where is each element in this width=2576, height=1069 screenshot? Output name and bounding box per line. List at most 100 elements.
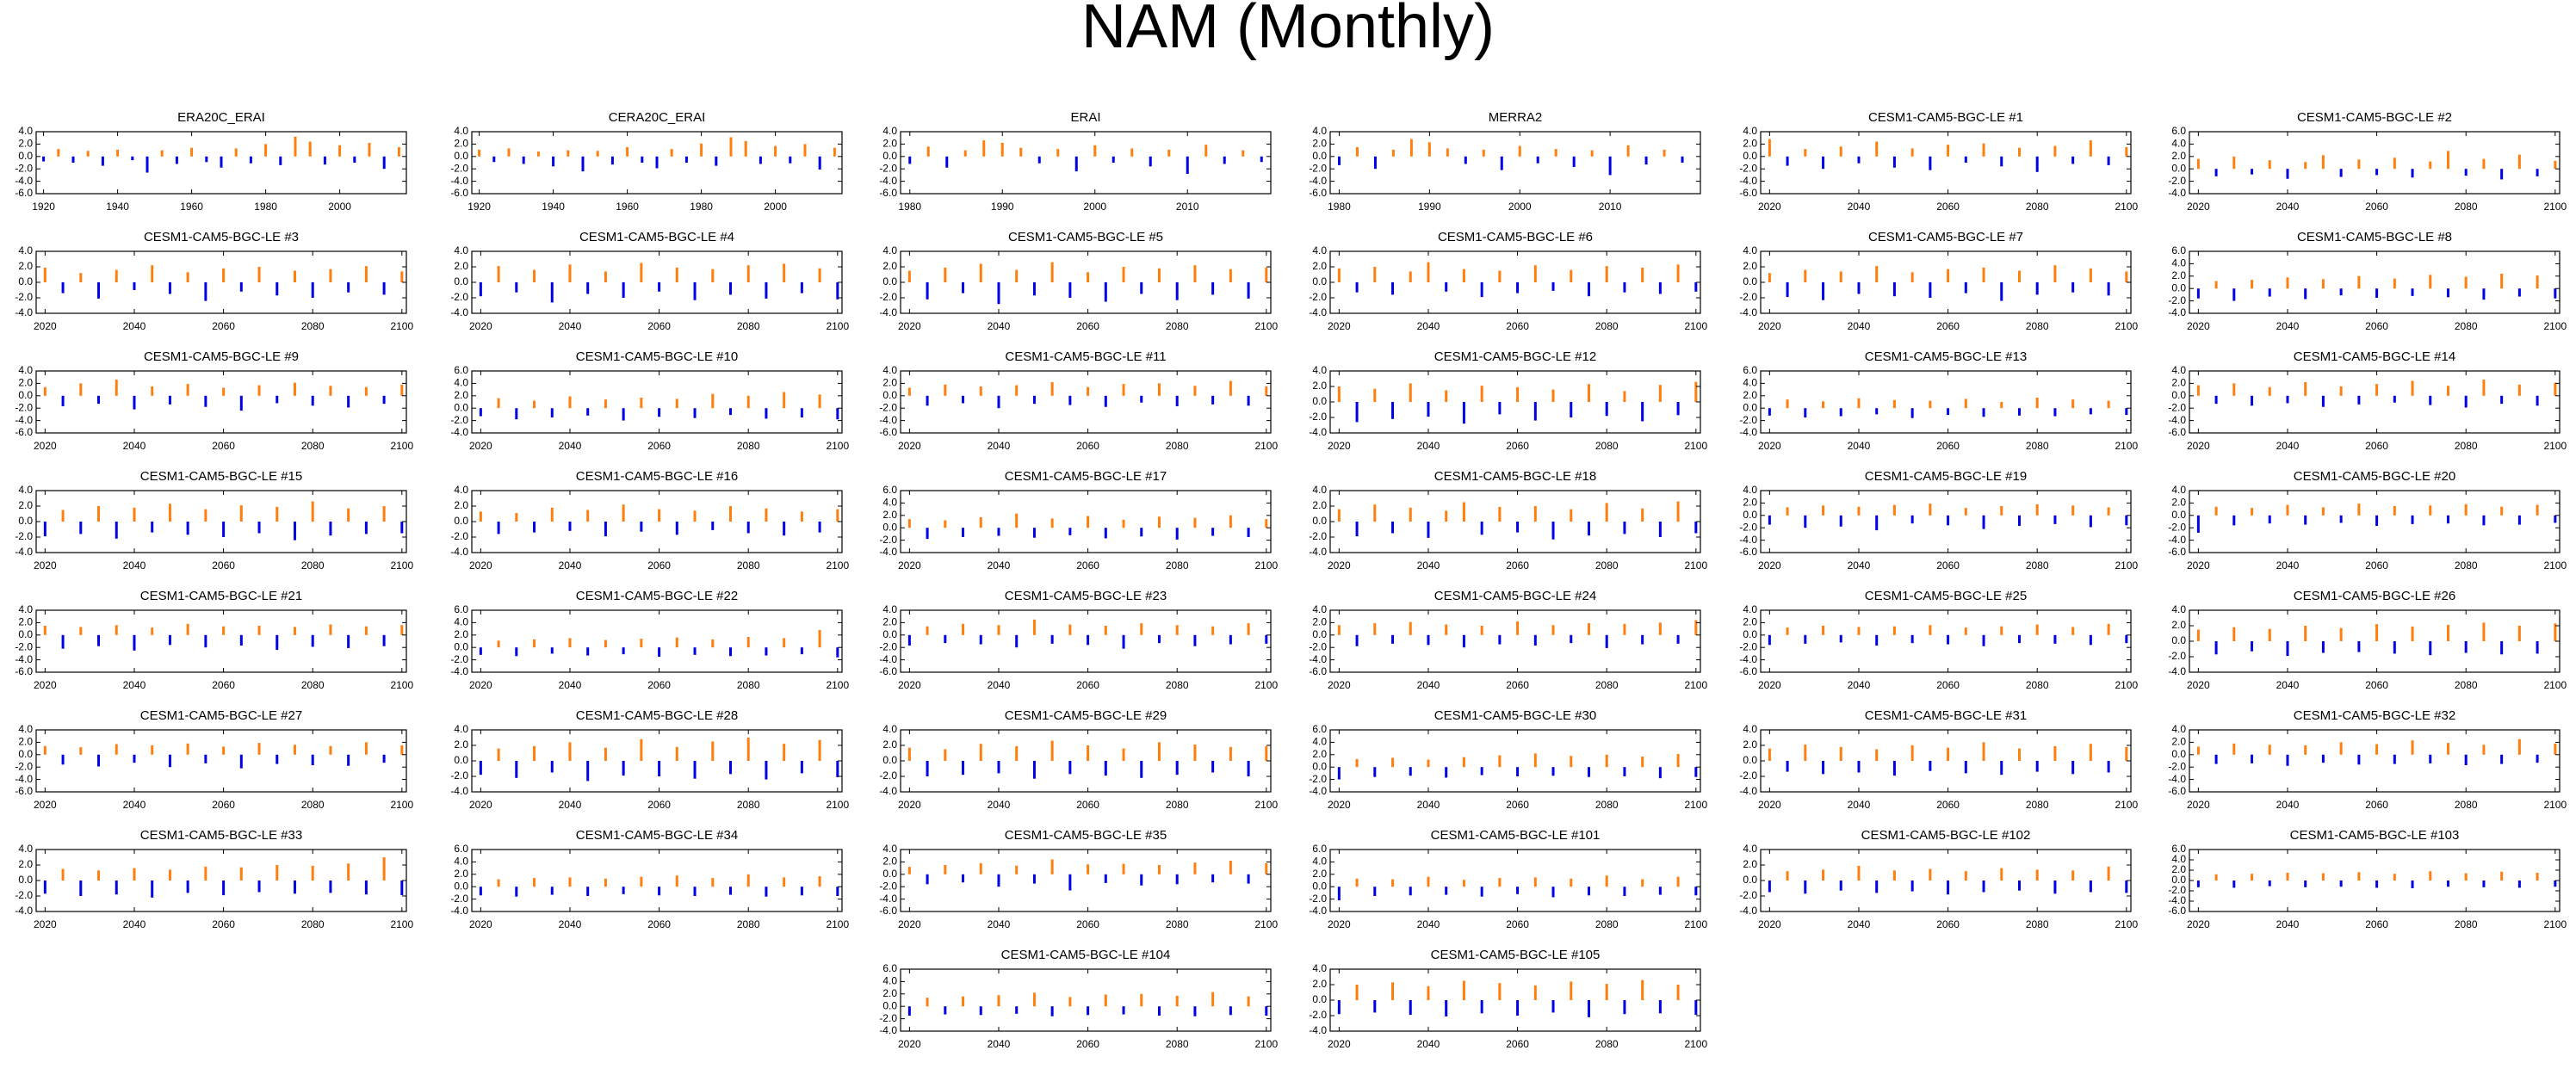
plot-frame — [900, 250, 1272, 314]
y-tick-label: 4.0 — [1312, 484, 1327, 496]
x-tick-label: 2060 — [212, 918, 235, 930]
x-tick-label: 2040 — [123, 918, 146, 930]
y-tick-label: 2.0 — [1312, 616, 1327, 628]
x-tick-label: 2080 — [2026, 201, 2049, 213]
y-tick-label: -4.0 — [15, 414, 33, 426]
y-tick-label: 0.0 — [2171, 874, 2186, 886]
panel-title: CESM1-CAM5-BGC-LE #12 — [1434, 349, 1596, 364]
y-tick-label: 6.0 — [1312, 723, 1327, 735]
y-tick-label: -2.0 — [450, 653, 468, 665]
x-tick-label: 1980 — [690, 201, 713, 213]
y-tick-label: 4.0 — [1743, 723, 1757, 735]
y-tick-label: -4.0 — [2168, 534, 2186, 546]
y-tick-label: 2.0 — [1312, 978, 1327, 990]
x-tick-label: 2020 — [1328, 320, 1351, 332]
panel: CESM1-CAM5-BGC-LE #30 -4.0-2.00.02.04.06.… — [1309, 708, 1707, 811]
y-tick-label: -4.0 — [450, 905, 468, 917]
plot-frame — [471, 370, 843, 434]
y-tick-label: -2.0 — [1309, 411, 1327, 423]
x-tick-label: 2020 — [898, 320, 921, 332]
y-tick-label: 0.0 — [882, 389, 897, 401]
panel: CESM1-CAM5-BGC-LE #6 -4.0 -2.0 0.0 2.0 4.0 202… — [1309, 230, 1707, 332]
x-tick-label: 2080 — [1166, 799, 1189, 811]
y-tick-label: 6.0 — [1743, 364, 1757, 376]
x-tick-label: 2060 — [647, 799, 671, 811]
y-tick-label: -4.0 — [1309, 546, 1327, 558]
plot-frame — [1329, 250, 1701, 314]
plot-frame — [1760, 370, 2132, 434]
x-tick-label: 2020 — [34, 679, 57, 691]
x-tick-label: 2060 — [2365, 320, 2388, 332]
x-tick-label: 2020 — [2187, 201, 2210, 213]
y-tick-label: 0.0 — [1743, 509, 1757, 521]
plot-frame — [900, 968, 1272, 1032]
x-tick-label: 2080 — [737, 559, 760, 572]
figure-title: NAM (Monthly) — [1081, 0, 1495, 61]
y-tick-label: -4.0 — [1309, 785, 1327, 797]
y-tick-label: 2.0 — [2171, 497, 2186, 509]
y-tick-label: -6.0 — [879, 187, 897, 199]
y-tick-label: -2.0 — [1309, 773, 1327, 785]
y-tick-label: 6.0 — [454, 843, 468, 855]
x-tick-label: 2040 — [559, 799, 582, 811]
x-tick-label: 2060 — [212, 679, 235, 691]
x-tick-label: 2020 — [898, 799, 921, 811]
y-tick-label: 0.0 — [1743, 150, 1757, 162]
x-tick-label: 2080 — [1595, 559, 1619, 572]
x-tick-label: 2040 — [2276, 679, 2300, 691]
x-tick-label: 2020 — [1328, 559, 1351, 572]
y-tick-label: 2.0 — [454, 628, 468, 640]
y-tick-label: -4.0 — [15, 773, 33, 785]
x-tick-label: 2040 — [1417, 559, 1440, 572]
y-tick-label: 2.0 — [1312, 380, 1327, 392]
panel: CESM1-CAM5-BGC-LE #22 -4.0-2.00.02.04.06.… — [450, 589, 849, 691]
y-tick-label: 2.0 — [1743, 260, 1757, 272]
x-tick-label: 1940 — [542, 201, 565, 213]
x-tick-label: 2080 — [2455, 799, 2478, 811]
y-tick-label: 2.0 — [454, 499, 468, 511]
y-tick-label: -2.0 — [879, 162, 897, 174]
x-tick-label: 2020 — [469, 320, 492, 332]
x-tick-label: 2100 — [2115, 320, 2138, 332]
x-tick-label: 2100 — [1684, 799, 1707, 811]
plot-frame — [900, 849, 1272, 912]
x-tick-label: 2060 — [647, 559, 671, 572]
y-tick-label: 0.0 — [2171, 748, 2186, 760]
x-tick-label: 2080 — [301, 679, 325, 691]
x-tick-label: 1990 — [1418, 201, 1441, 213]
y-tick-label: -4.0 — [1739, 306, 1757, 318]
plot-frame — [35, 370, 407, 434]
panel-title: CESM1-CAM5-BGC-LE #26 — [2294, 589, 2455, 603]
x-tick-label: 2020 — [34, 320, 57, 332]
plot-frame — [2189, 849, 2561, 912]
y-tick-label: 4.0 — [18, 843, 33, 855]
x-tick-label: 2080 — [1595, 1038, 1619, 1050]
y-tick-label: 2.0 — [1743, 138, 1757, 150]
plot-frame — [35, 849, 407, 912]
x-tick-label: 2100 — [1684, 918, 1707, 930]
x-tick-label: 2080 — [1166, 1038, 1189, 1050]
x-tick-label: 2100 — [1254, 440, 1278, 452]
x-tick-label: 2040 — [988, 440, 1011, 452]
panel: CESM1-CAM5-BGC-LE #16 -4.0 -2.0 0.0 2.0 4.0 20… — [450, 469, 849, 572]
x-tick-label: 2040 — [559, 679, 582, 691]
x-tick-label: 2040 — [559, 918, 582, 930]
y-tick-label: -6.0 — [2168, 546, 2186, 558]
x-tick-label: 2020 — [1328, 440, 1351, 452]
y-tick-label: 0.0 — [18, 389, 33, 401]
y-tick-label: -4.0 — [15, 905, 33, 917]
y-tick-label: -4.0 — [15, 546, 33, 558]
panel-title: CESM1-CAM5-BGC-LE #23 — [1005, 589, 1167, 603]
y-tick-label: 4.0 — [1743, 484, 1757, 496]
x-tick-label: 2040 — [123, 440, 146, 452]
y-tick-label: -2.0 — [450, 769, 468, 782]
plot-frame — [1329, 729, 1701, 793]
x-tick-label: 2060 — [212, 799, 235, 811]
x-tick-label: 2060 — [1936, 559, 1960, 572]
panel-title: CESM1-CAM5-BGC-LE #21 — [140, 589, 302, 603]
panel: CESM1-CAM5-BGC-LE #27 -6.0-4.0-2.00.02.04… — [15, 708, 413, 811]
y-tick-label: 4.0 — [882, 843, 897, 855]
x-tick-label: 2000 — [1083, 201, 1106, 213]
x-tick-label: 2100 — [1254, 918, 1278, 930]
y-tick-label: 4.0 — [2171, 853, 2186, 865]
